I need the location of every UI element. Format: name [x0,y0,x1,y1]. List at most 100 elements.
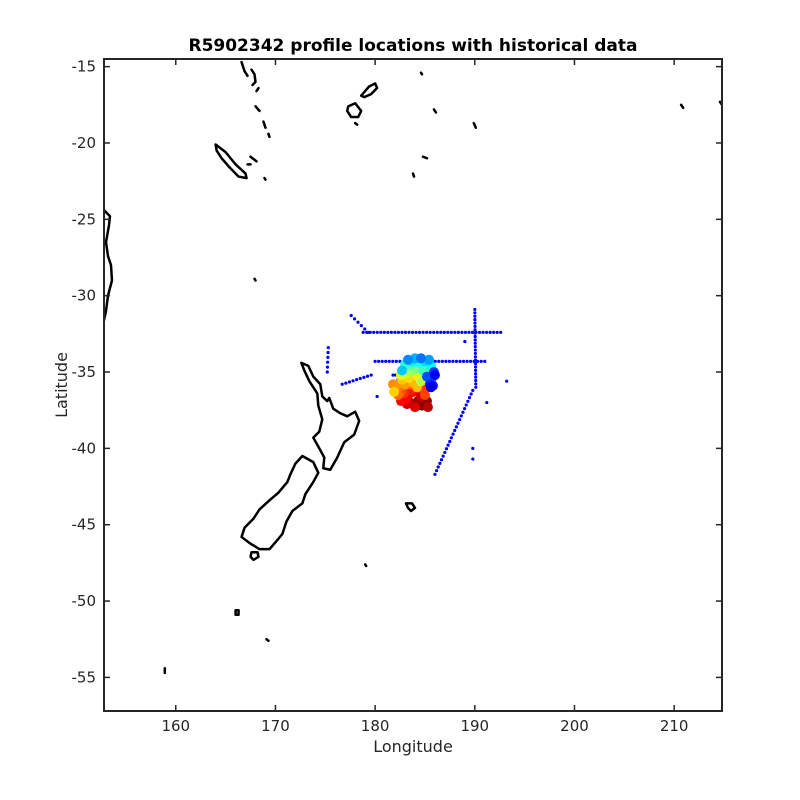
historical-point [485,400,489,405]
y-tick-label: -50 [72,592,97,610]
historical-point [469,392,473,396]
historical-point [448,439,452,444]
y-tick-label: -40 [72,439,97,457]
vanuatu-north-coastline [242,62,270,137]
historical-point [440,359,444,363]
float-profile-points [388,353,440,413]
historical-point [473,355,478,359]
x-tick-label: 210 [660,717,689,735]
historical-point [400,330,404,334]
historical-point [473,358,478,362]
historical-point [362,375,366,379]
historical-point [444,447,449,451]
historical-point [473,314,477,318]
historical-point [325,370,329,374]
historical-point [434,469,439,473]
historical-point [387,359,391,363]
historical-point [473,311,477,315]
y-tick-label: -45 [72,516,97,534]
x-tick-label: 170 [261,717,290,735]
historical-point [470,330,475,334]
historical-point [474,378,478,383]
historical-point [365,374,370,378]
historical-point [436,465,440,469]
historical-point [407,330,411,334]
historical-point [446,330,450,334]
historical-point [460,330,464,334]
historical-point [456,421,460,425]
historical-point [464,403,468,407]
historical-point [391,359,395,363]
float-profile-point [429,370,440,381]
float-profile-point [415,353,426,364]
historical-point [358,376,362,381]
historical-point [414,330,418,334]
historical-point [432,330,436,334]
historical-point [473,351,477,356]
historical-point [481,330,485,334]
historical-point [474,375,478,379]
historical-point [393,330,397,334]
historical-point [428,330,432,334]
historical-point [473,345,477,349]
historical-point [447,359,451,363]
historical-point [326,355,330,359]
historical-point [359,324,363,328]
historical-point [373,359,377,363]
float-profile-point [425,382,436,393]
historical-point [495,330,499,334]
y-tick-label: -25 [72,210,97,228]
historical-point [473,368,478,372]
chatham-islands-coastline [406,503,415,511]
historical-point [471,457,475,461]
historical-point [473,321,477,325]
vanua-levu-coastline [361,83,377,97]
float-profile-point [403,354,414,365]
historical-point [377,359,381,363]
historical-point [473,334,477,339]
new-zealand-north-island-coastline [301,363,359,470]
historical-point [340,382,344,386]
historical-point [433,359,437,363]
stewart-island-coastline [251,552,259,560]
historical-point [443,450,447,455]
historical-point [471,446,475,450]
historical-point [394,359,398,363]
y-tick-label: -35 [72,363,97,381]
historical-point [442,330,446,334]
historical-point [361,330,365,334]
historical-point [425,330,429,334]
historical-point [505,379,509,383]
float-profile-point [409,402,420,413]
historical-point [444,359,448,363]
historical-point [372,330,376,334]
historical-point [485,330,489,334]
historical-point [473,307,477,312]
historical-point [351,379,355,383]
historical-point [396,330,401,334]
historical-point [474,382,478,386]
y-tick-label: -30 [72,287,97,305]
historical-point [456,330,460,334]
australia-east-coast [104,210,112,320]
x-tick-label: 180 [361,717,390,735]
float-profile-point [389,386,400,397]
historical-point [463,339,467,344]
historical-point [467,396,472,400]
historical-point [474,372,478,376]
historical-point [437,359,441,363]
historical-point [449,330,453,334]
historical-point [356,320,360,324]
historical-point [473,348,477,352]
historical-point [473,328,477,332]
historical-point [375,394,379,399]
historical-point [349,313,353,318]
historical-point [380,359,384,363]
y-tick-label: -55 [72,668,97,686]
historical-point [458,359,462,363]
historical-point [473,365,478,369]
historical-point [473,361,478,366]
historical-point [435,330,439,334]
historical-point [417,330,422,334]
